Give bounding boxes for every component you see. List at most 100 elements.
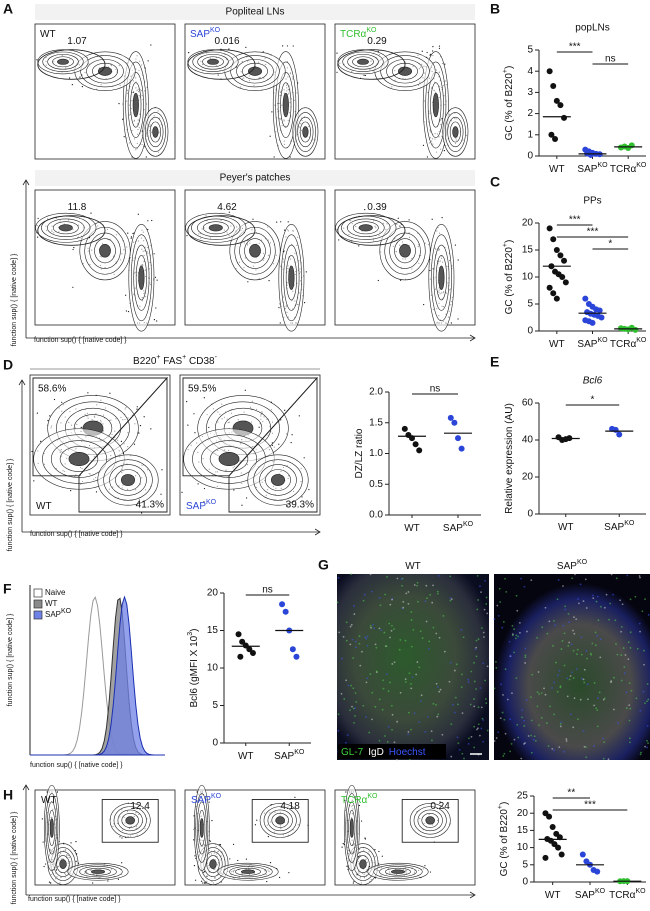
speckle xyxy=(378,627,381,630)
speckle xyxy=(554,624,557,627)
speckle xyxy=(391,598,393,601)
event-dot xyxy=(345,791,347,793)
speckle xyxy=(477,727,479,730)
event-dot xyxy=(122,118,124,120)
speckle xyxy=(559,725,562,728)
panel-letter: D xyxy=(3,357,13,373)
axis-label: function sup() { [native code] } xyxy=(7,458,14,551)
speckle xyxy=(415,673,418,676)
gate-value: 4.18 xyxy=(280,801,300,812)
speckle xyxy=(393,661,396,664)
y-axis-label-part: DZ/LZ ratio xyxy=(354,428,365,478)
panel-letter: F xyxy=(3,581,12,597)
speckle xyxy=(563,664,566,667)
event-dot xyxy=(194,432,196,434)
speckle xyxy=(575,618,578,621)
category-name: SAP xyxy=(577,164,597,175)
speckle xyxy=(390,629,393,632)
speckle xyxy=(623,672,626,675)
speckle xyxy=(530,719,533,722)
event-dot xyxy=(363,74,365,76)
speckle xyxy=(558,746,561,749)
speckle xyxy=(442,615,445,617)
speckle xyxy=(486,665,489,668)
speckle xyxy=(449,661,452,664)
speckle xyxy=(612,593,615,596)
plot-label-part: KO xyxy=(367,793,378,800)
speckle xyxy=(501,626,504,629)
speckle xyxy=(425,584,428,587)
speckle xyxy=(450,598,453,601)
significance-label: *** xyxy=(569,42,581,53)
event-dot xyxy=(204,870,206,873)
data-point xyxy=(553,295,560,302)
significance-label: * xyxy=(608,239,612,250)
speckle xyxy=(556,598,559,601)
speckle xyxy=(497,731,500,734)
speckle xyxy=(428,640,431,643)
speckle xyxy=(470,735,473,738)
speckle xyxy=(503,752,506,755)
flow-plot xyxy=(34,189,176,332)
data-point xyxy=(632,326,639,333)
speckle xyxy=(461,673,463,676)
category-name: TCRα xyxy=(610,164,637,175)
axis-label: function sup() { [native code] } xyxy=(11,253,18,346)
y-tick-label: 0 xyxy=(212,738,218,749)
speckle xyxy=(524,647,527,650)
speckle xyxy=(627,658,630,661)
contour xyxy=(359,859,367,869)
speckle xyxy=(349,709,351,712)
data-point xyxy=(562,279,569,286)
contour xyxy=(45,793,59,863)
event-dot xyxy=(36,59,38,61)
speckle xyxy=(370,590,373,593)
speckle xyxy=(452,703,454,706)
speckle xyxy=(396,758,398,761)
contour xyxy=(138,265,145,290)
speckle xyxy=(389,636,391,639)
speckle xyxy=(396,577,399,580)
speckle xyxy=(646,700,648,703)
contour xyxy=(385,867,411,876)
event-dot xyxy=(439,801,441,803)
legend-swatch xyxy=(33,599,43,609)
contour xyxy=(149,121,161,143)
event-dot xyxy=(287,221,289,223)
event-dot xyxy=(267,836,269,838)
y-tick-label: 2 xyxy=(527,108,533,119)
axis-label-part: function sup() { [native code] } xyxy=(11,811,18,904)
y-axis-label: GC (% of B220+) xyxy=(502,66,515,141)
event-dot xyxy=(109,392,111,394)
gate-value: 59.5% xyxy=(188,384,216,395)
speckle xyxy=(371,718,373,721)
speckle xyxy=(386,575,388,578)
contour xyxy=(125,61,147,149)
speckle xyxy=(475,646,478,649)
event-dot xyxy=(150,44,152,46)
speckle xyxy=(473,725,476,728)
contour xyxy=(240,869,256,874)
event-dot xyxy=(153,319,156,321)
micrograph xyxy=(494,574,650,760)
contour xyxy=(302,126,309,138)
speckle xyxy=(565,738,568,740)
speckle xyxy=(480,591,482,594)
speckle xyxy=(511,633,514,636)
speckle xyxy=(610,573,613,576)
y-tick-label: 0 xyxy=(527,151,533,162)
section-header-part: CD38 xyxy=(186,356,215,367)
contour xyxy=(342,51,384,72)
speckle xyxy=(595,707,597,710)
speckle xyxy=(544,693,547,696)
event-dot xyxy=(426,51,428,54)
event-dot xyxy=(119,836,121,838)
speckle xyxy=(524,656,527,658)
contour xyxy=(390,869,406,874)
x-tick-label: WT xyxy=(404,523,420,534)
contour xyxy=(348,809,356,847)
speckle xyxy=(508,640,511,643)
speckle xyxy=(411,676,414,679)
speckle xyxy=(543,687,545,690)
speckle xyxy=(413,584,416,586)
